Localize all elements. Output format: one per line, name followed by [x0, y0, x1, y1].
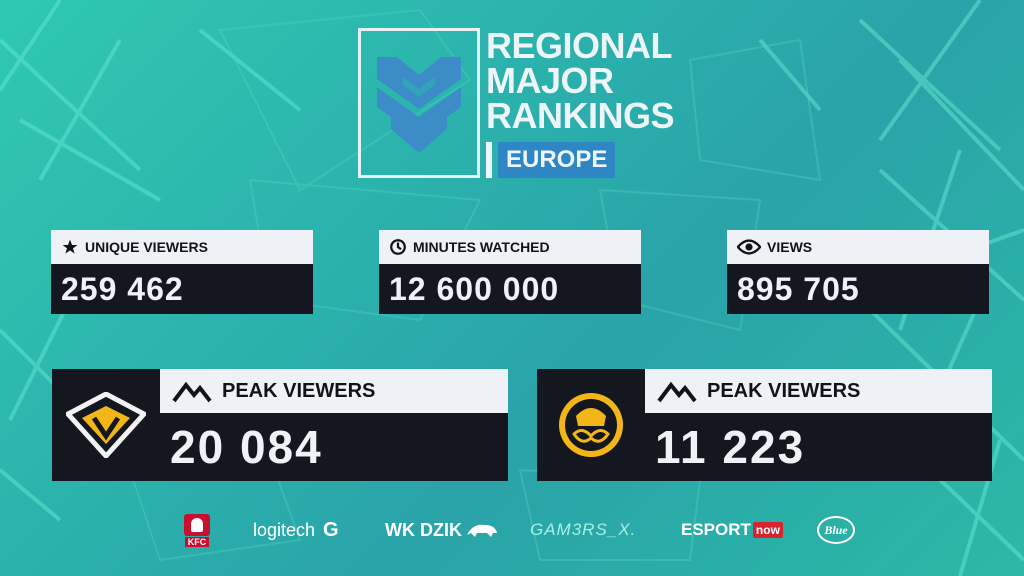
- kfc-logo: KFC: [180, 510, 214, 550]
- wkdzik-logo: WK DZIK: [385, 510, 499, 550]
- logitech-g-icon: G: [323, 518, 339, 541]
- stat-label: VIEWS: [767, 239, 813, 255]
- region-label: EUROPE: [498, 142, 616, 178]
- sponsor-bar: KFC logitech G WK DZIK GAM3RS_X. ESPORT …: [0, 510, 1024, 550]
- blue-logo: Blue: [816, 510, 856, 550]
- stat-card-minutes-watched: MINUTES WATCHED 12 600 000: [379, 230, 641, 314]
- gamers-text: GAM3RS_X.: [530, 520, 637, 539]
- title-block: REGIONAL MAJOR RANKINGS: [486, 25, 726, 136]
- stat-value: 12 600 000: [379, 264, 641, 314]
- wkdzik-text: WK DZIK: [385, 519, 462, 540]
- peak-value: 20 084: [160, 413, 508, 481]
- peak-value: 11 223: [645, 413, 992, 481]
- esport-now-logo: ESPORT now: [681, 510, 783, 550]
- esport-now-badge: now: [752, 522, 783, 538]
- clock-icon: [389, 238, 407, 256]
- stat-card-unique-viewers: UNIQUE VIEWERS 259 462: [51, 230, 313, 314]
- rankings-logo-frame: [358, 28, 480, 178]
- title-line-major: MAJOR: [486, 60, 614, 101]
- peak-card-team-1: PEAK VIEWERS 20 084: [52, 369, 508, 481]
- ence-team-logo: [537, 369, 645, 481]
- peak-card-team-2: PEAK VIEWERS 11 223: [537, 369, 992, 481]
- region-tag: EUROPE: [486, 142, 616, 178]
- stat-value: 895 705: [727, 264, 989, 314]
- blue-text: Blue: [824, 522, 848, 537]
- stat-label: MINUTES WATCHED: [413, 239, 550, 255]
- star-icon: [61, 238, 79, 256]
- peak-header: PEAK VIEWERS: [160, 369, 508, 413]
- boar-icon: [466, 524, 497, 537]
- stat-label: UNIQUE VIEWERS: [85, 239, 208, 255]
- stat-value: 259 462: [51, 264, 313, 314]
- stat-header: UNIQUE VIEWERS: [51, 230, 313, 264]
- title-line-rankings: RANKINGS: [486, 95, 675, 136]
- kfc-text: KFC: [184, 536, 210, 547]
- anonymo-team-logo: [52, 369, 160, 481]
- stat-header: MINUTES WATCHED: [379, 230, 641, 264]
- peak-label: PEAK VIEWERS: [707, 379, 861, 402]
- peak-body: PEAK VIEWERS 11 223: [645, 369, 992, 481]
- logitech-logo: logitech G: [253, 510, 339, 550]
- stat-header: VIEWS: [727, 230, 989, 264]
- mountain-peak-icon: [657, 381, 697, 403]
- eye-icon: [737, 238, 761, 256]
- chevron-shield-logo: [377, 57, 461, 153]
- title-line-regional: REGIONAL: [486, 25, 673, 66]
- peak-label: PEAK VIEWERS: [222, 379, 376, 402]
- region-accent-bar: [486, 142, 492, 178]
- gamers-logo: GAM3RS_X.: [530, 510, 636, 550]
- peak-body: PEAK VIEWERS 20 084: [160, 369, 508, 481]
- mountain-peak-icon: [172, 381, 212, 403]
- esport-text: ESPORT: [681, 520, 751, 539]
- logitech-text: logitech: [253, 519, 316, 540]
- peak-header: PEAK VIEWERS: [645, 369, 992, 413]
- stat-card-views: VIEWS 895 705: [727, 230, 989, 314]
